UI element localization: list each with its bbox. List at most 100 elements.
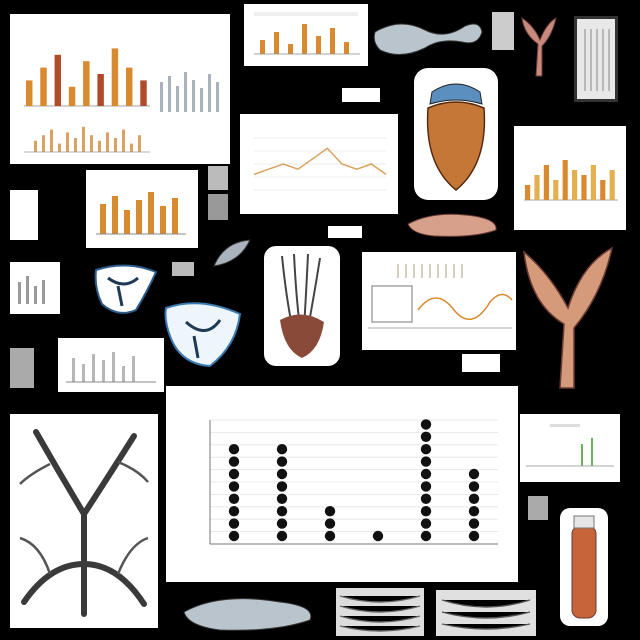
- main-dot-chart: [209, 419, 498, 545]
- data-point: [468, 481, 480, 492]
- leaf-illustration-large: [520, 244, 616, 390]
- data-point: [228, 506, 240, 517]
- data-point: [420, 518, 432, 529]
- small-label-card: [342, 88, 380, 102]
- data-point: [420, 481, 432, 492]
- top-middle-chart-card: [244, 4, 368, 66]
- right-bar-chart: [524, 160, 618, 201]
- data-point: [420, 431, 432, 442]
- data-point: [228, 456, 240, 467]
- bar: [111, 48, 119, 106]
- bar: [581, 175, 587, 200]
- middle-left-chart-card: [150, 52, 230, 140]
- data-point: [276, 468, 288, 480]
- small-label-card-center: [328, 226, 362, 238]
- data-point: [228, 444, 240, 455]
- data-point: [276, 481, 288, 492]
- data-point: [468, 468, 480, 480]
- bar: [50, 129, 53, 152]
- organ-illustration-icon: [414, 68, 498, 200]
- small-gray-panel-left-2: [208, 194, 228, 220]
- data-point: [420, 493, 432, 504]
- bar: [82, 126, 85, 152]
- series-line: [253, 147, 387, 176]
- bar: [90, 135, 93, 152]
- bar: [525, 185, 531, 200]
- bar: [126, 67, 133, 106]
- bar: [534, 175, 540, 200]
- data-point: [276, 530, 288, 542]
- bar: [609, 170, 615, 200]
- data-point: [228, 493, 240, 504]
- data-point: [324, 530, 336, 542]
- bar: [543, 165, 549, 200]
- bar: [106, 132, 109, 152]
- top-middle-chart: [254, 12, 360, 55]
- data-point: [324, 518, 336, 529]
- data-point: [276, 493, 288, 504]
- small-gray-panel-right: [528, 496, 548, 520]
- bar: [40, 67, 47, 106]
- bar: [130, 143, 133, 152]
- data-point: [420, 506, 432, 517]
- small-label-card-right: [462, 354, 500, 372]
- leaf-illustration-icon: [516, 14, 560, 78]
- bone-illustration-right: [404, 208, 500, 242]
- data-point: [276, 518, 288, 529]
- orange-bar-chart-card: [86, 170, 198, 248]
- blue-anatomy-illustration-2: [160, 296, 246, 370]
- bottom-muscle-illustration: [436, 590, 536, 636]
- bar: [68, 86, 76, 106]
- right-green-chart-card: [520, 414, 620, 482]
- top-right-small-panel: [492, 12, 514, 50]
- data-point: [420, 419, 432, 430]
- bar: [54, 54, 61, 106]
- bar: [122, 129, 125, 152]
- line-chart-card: [240, 114, 398, 214]
- data-point: [420, 456, 432, 467]
- bar: [26, 80, 33, 106]
- data-point: [420, 444, 432, 455]
- bar: [58, 143, 61, 152]
- top-left-bar-chart: [24, 48, 224, 153]
- data-point: [324, 506, 336, 517]
- device-illustration: [574, 16, 618, 102]
- data-point: [468, 530, 480, 542]
- bar: [83, 61, 90, 106]
- small-gray-panel-mid: [172, 262, 194, 276]
- small-card-left: [10, 190, 38, 240]
- data-point: [468, 493, 480, 504]
- small-leaf-icon: [210, 236, 254, 272]
- data-point: [372, 530, 384, 542]
- bar: [600, 180, 606, 200]
- bar: [74, 138, 77, 152]
- main-dot-chart-card: [166, 386, 518, 582]
- bar: [590, 165, 596, 200]
- data-point: [228, 530, 240, 542]
- small-gray-panel-left: [208, 166, 228, 190]
- bar: [572, 170, 578, 200]
- tree-illustration-icon: [10, 414, 158, 628]
- data-point: [420, 468, 432, 480]
- muscle-illustration-icon: [264, 246, 340, 366]
- data-point: [276, 444, 288, 455]
- line-chart: [253, 137, 387, 191]
- bar: [114, 138, 117, 152]
- bar: [66, 132, 69, 152]
- bar: [34, 140, 37, 152]
- building-diagram-card: [362, 252, 516, 350]
- left-mid-chart-card: [58, 338, 164, 392]
- bone-illustration-icon: [370, 12, 485, 64]
- bar: [42, 135, 45, 152]
- bar: [138, 135, 141, 152]
- bar: [562, 160, 568, 200]
- data-point: [276, 506, 288, 517]
- blue-anatomy-illustration-1: [88, 260, 164, 320]
- data-point: [420, 530, 432, 542]
- bar: [140, 80, 147, 106]
- bar: [98, 140, 101, 152]
- bar: [553, 180, 559, 200]
- data-point: [228, 481, 240, 492]
- data-point: [228, 518, 240, 529]
- vial-illustration-icon: [560, 508, 608, 626]
